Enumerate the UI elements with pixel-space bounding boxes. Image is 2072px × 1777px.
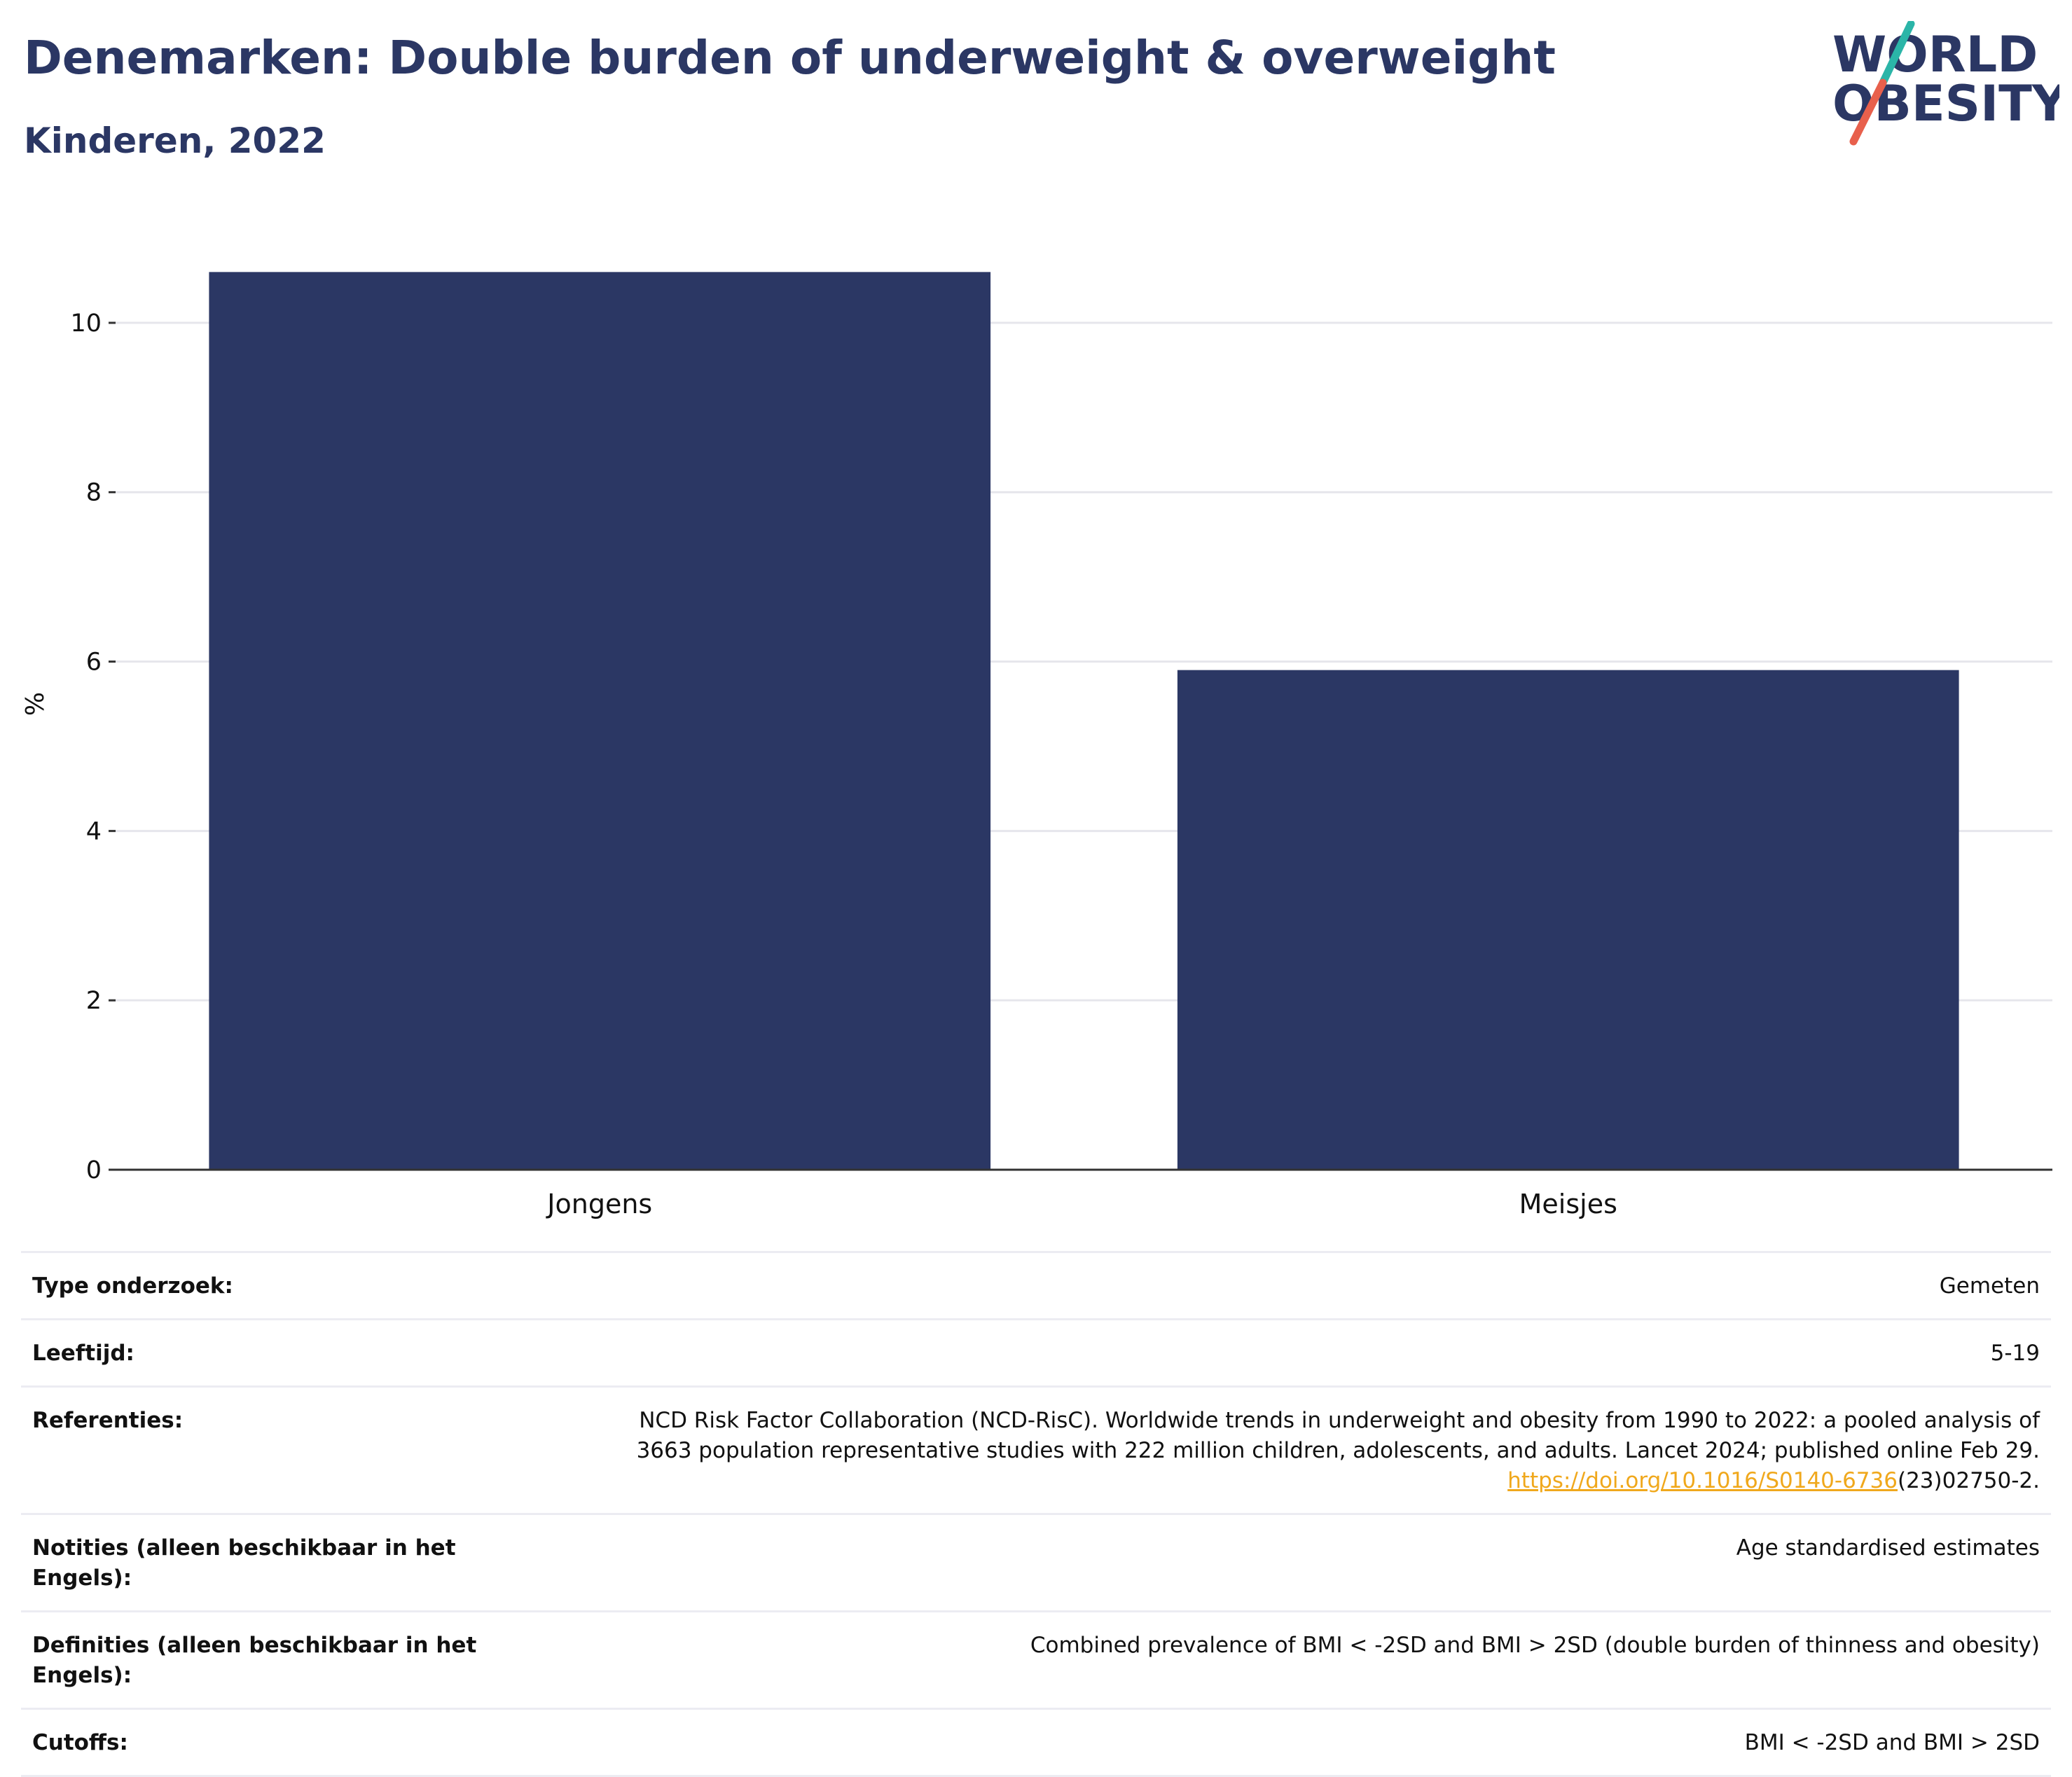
reference-doi-link[interactable]: https://doi.org/10.1016/S0140-6736 — [1507, 1468, 1898, 1493]
info-row-references: Referenties: NCD Risk Factor Collaborati… — [21, 1385, 2051, 1514]
x-category-labels: Jongens Meisjes — [546, 1189, 1617, 1219]
y-tick-label: 2 — [86, 987, 102, 1015]
world-obesity-logo: WORLD OBESITY — [1832, 21, 2059, 146]
info-label-notes: Notities (alleen beschikbaar in het Enge… — [21, 1513, 492, 1612]
logo-slash-bottom — [1849, 78, 1887, 146]
bar-meisjes — [1177, 670, 1959, 1170]
info-label-type: Type onderzoek: — [21, 1251, 492, 1320]
info-row-notes: Notities (alleen beschikbaar in het Enge… — [21, 1513, 2051, 1612]
info-value-references: NCD Risk Factor Collaboration (NCD-RisC)… — [492, 1385, 2051, 1514]
logo-slash-top — [1879, 21, 1915, 87]
logo-word-world: WORLD — [1832, 26, 2038, 83]
y-tick-label: 8 — [86, 479, 102, 507]
info-value-notes: Age standardised estimates — [492, 1513, 2051, 1612]
y-tick-label: 10 — [70, 310, 102, 338]
info-value-age: 5-19 — [492, 1318, 2051, 1387]
x-category-label: Jongens — [546, 1189, 652, 1219]
y-tick-label: 6 — [86, 649, 102, 677]
info-label-age: Leeftijd: — [21, 1318, 492, 1387]
y-tick-labels: 0 2 4 6 8 10 — [70, 310, 102, 1184]
chart-subtitle: Kinderen, 2022 — [24, 120, 326, 161]
info-row-age: Leeftijd: 5-19 — [21, 1318, 2051, 1387]
x-category-label: Meisjes — [1519, 1189, 1617, 1219]
info-value-cutoffs: BMI < -2SD and BMI > 2SD — [492, 1708, 2051, 1777]
reference-line-1: NCD Risk Factor Collaboration (NCD-RisC)… — [639, 1408, 2040, 1433]
chart-title: Denemarken: Double burden of underweight… — [24, 31, 1556, 85]
info-row-cutoffs: Cutoffs: BMI < -2SD and BMI > 2SD — [21, 1708, 2051, 1777]
y-tick-label: 0 — [86, 1156, 102, 1184]
reference-doi-suffix: (23)02750-2. — [1897, 1468, 2040, 1493]
y-tick-label: 4 — [86, 817, 102, 845]
info-value-definitions: Combined prevalence of BMI < -2SD and BM… — [492, 1610, 2051, 1709]
info-label-definitions: Definities (alleen beschikbaar in het En… — [21, 1610, 492, 1709]
info-value-type: Gemeten — [492, 1251, 2051, 1320]
y-axis-label: % — [21, 692, 50, 716]
bars — [209, 272, 1959, 1170]
metadata-table: Type onderzoek: Gemeten Leeftijd: 5-19 R… — [21, 1251, 2051, 1777]
info-label-cutoffs: Cutoffs: — [21, 1708, 492, 1777]
reference-line-2: 3663 population representative studies w… — [636, 1438, 2040, 1463]
info-label-references: Referenties: — [21, 1385, 492, 1514]
info-row-definitions: Definities (alleen beschikbaar in het En… — [21, 1610, 2051, 1709]
bar-jongens — [209, 272, 991, 1170]
info-row-type: Type onderzoek: Gemeten — [21, 1251, 2051, 1320]
bar-chart: 0 2 4 6 8 10 Jongens Meisjes % — [21, 272, 2052, 1219]
